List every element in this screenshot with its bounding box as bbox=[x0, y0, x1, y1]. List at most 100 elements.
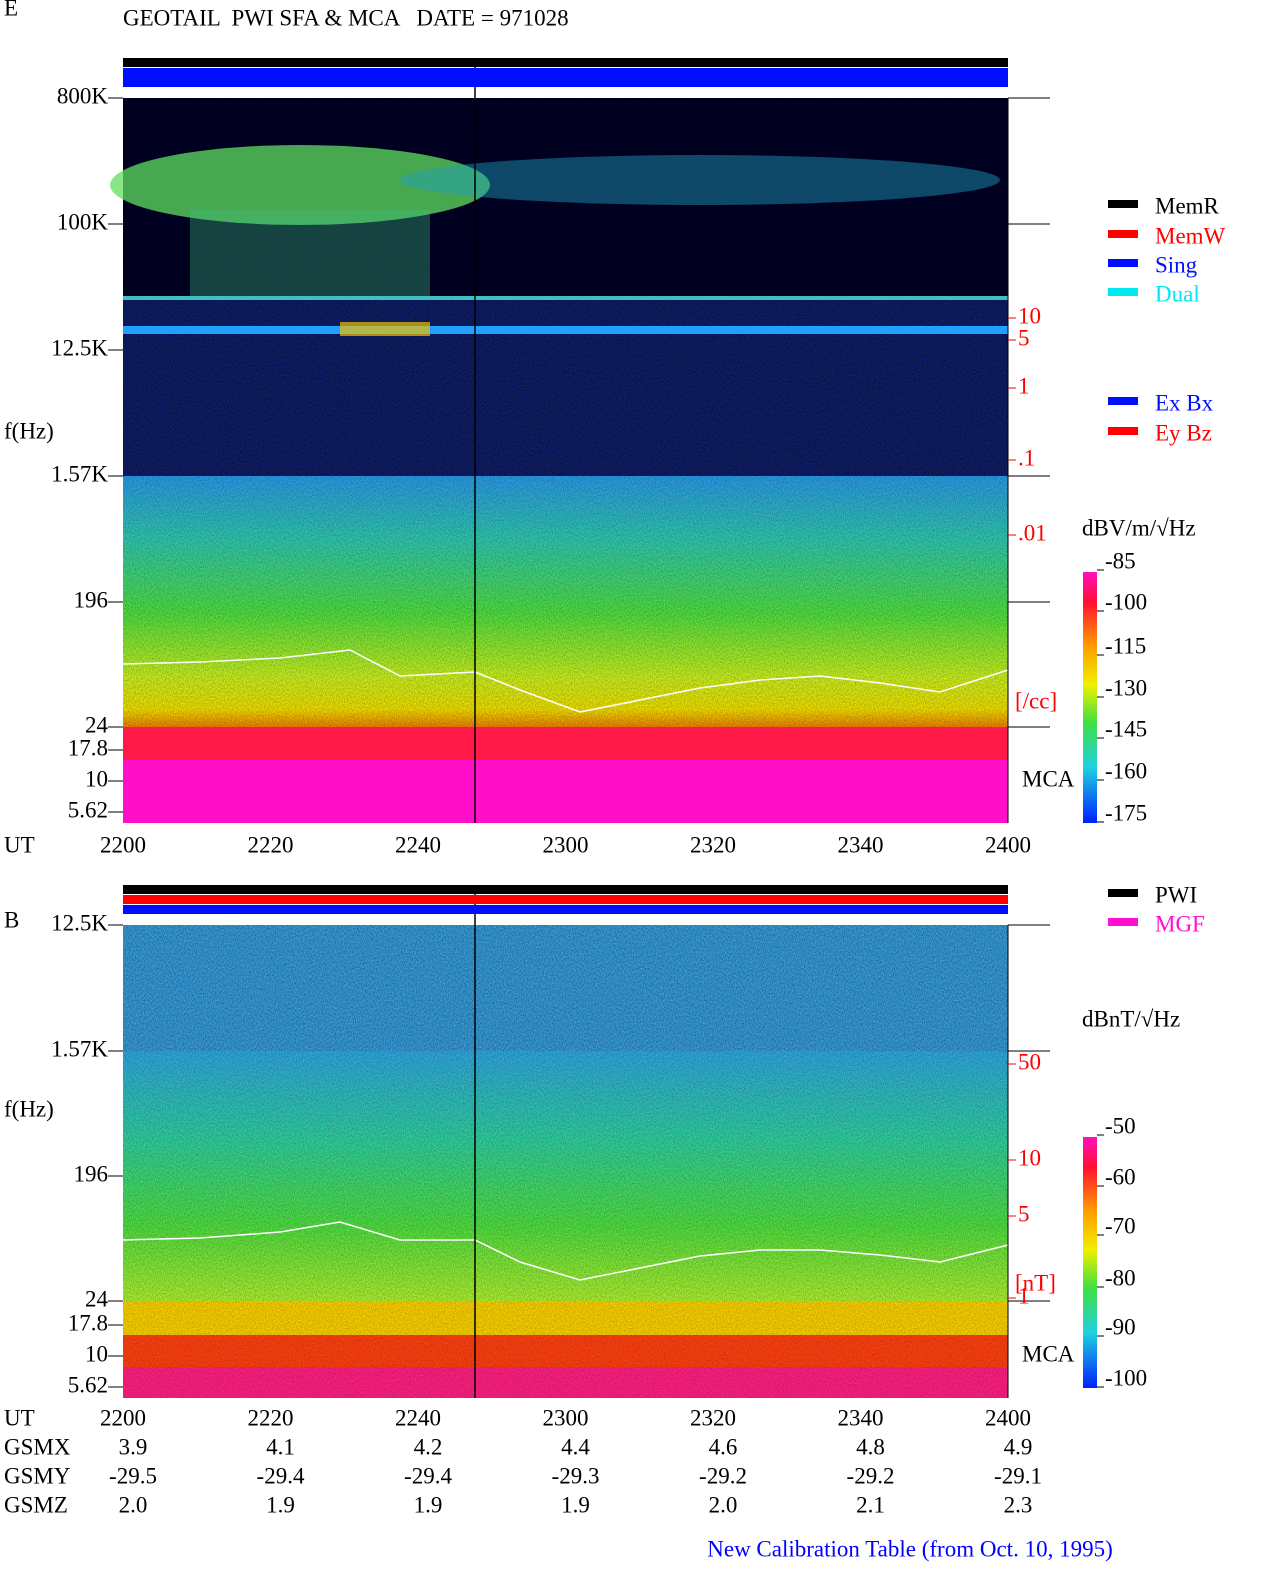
orbit-value: -29.4 bbox=[404, 1463, 452, 1488]
colorbar-tick-label: -80 bbox=[1105, 1265, 1136, 1290]
colorbar-tick-label: -145 bbox=[1105, 716, 1147, 741]
colorbar-e bbox=[1083, 572, 1097, 823]
time-tick-label: 2340 bbox=[838, 832, 884, 857]
orbit-value: 4.9 bbox=[1004, 1434, 1033, 1459]
freq-tick-label: 1.57K bbox=[51, 1036, 108, 1061]
right-tick-label: 5 bbox=[1018, 1201, 1030, 1226]
colorbar-tick-label: -90 bbox=[1105, 1314, 1136, 1339]
legend-label: Dual bbox=[1155, 281, 1200, 306]
legend-label: PWI bbox=[1155, 882, 1197, 907]
panel-label: E bbox=[4, 0, 18, 20]
time-tick-label: 2320 bbox=[690, 1405, 736, 1430]
orbit-value: -29.4 bbox=[257, 1463, 305, 1488]
freq-tick-label: 100K bbox=[57, 209, 109, 234]
colorbar-tick-label: -100 bbox=[1105, 1365, 1147, 1390]
orbit-value: 2.0 bbox=[709, 1492, 738, 1517]
time-tick-label: 2240 bbox=[395, 832, 441, 857]
orbit-value: 4.8 bbox=[856, 1434, 885, 1459]
freq-tick-label: 196 bbox=[74, 1161, 109, 1186]
time-tick-label: 2220 bbox=[248, 1405, 294, 1430]
freq-tick-label: 5.62 bbox=[68, 1372, 108, 1397]
orbit-value: 3.9 bbox=[119, 1434, 148, 1459]
orbit-value: -29.5 bbox=[109, 1463, 157, 1488]
legend-label: MemW bbox=[1155, 223, 1226, 248]
freq-tick-label: 12.5K bbox=[51, 335, 108, 360]
orbit-value: 1.9 bbox=[561, 1492, 590, 1517]
orbit-label: GSMZ bbox=[4, 1492, 68, 1517]
freq-tick-label: 17.8 bbox=[68, 735, 108, 760]
legend-swatch bbox=[1108, 200, 1138, 208]
orbit-label: GSMX bbox=[4, 1434, 71, 1459]
right-tick-label: 50 bbox=[1018, 1049, 1041, 1074]
colorbar-tick-label: -100 bbox=[1105, 589, 1147, 614]
freq-tick-label: 12.5K bbox=[51, 910, 108, 935]
spectrogram-e bbox=[110, 98, 1009, 823]
orbit-value: 4.1 bbox=[266, 1434, 295, 1459]
right-tick-label: .01 bbox=[1018, 520, 1047, 545]
legend-swatch bbox=[1108, 259, 1138, 267]
freq-tick-label: 24 bbox=[85, 1286, 109, 1311]
freq-tick-label: 10 bbox=[85, 766, 108, 791]
freq-tick-label: 10 bbox=[85, 1341, 108, 1366]
colorbar-tick-label: -115 bbox=[1105, 633, 1146, 658]
time-tick-label: 2300 bbox=[543, 832, 589, 857]
orbit-value: 4.4 bbox=[561, 1434, 590, 1459]
orbit-value: 1.9 bbox=[414, 1492, 443, 1517]
legend-swatch bbox=[1108, 288, 1138, 296]
colorbar-tick-label: -60 bbox=[1105, 1164, 1136, 1189]
colorbar-unit: dBV/m/√Hz bbox=[1082, 515, 1196, 540]
time-tick-label: 2400 bbox=[985, 1405, 1031, 1430]
right-tick-label: 10 bbox=[1018, 1145, 1041, 1170]
legend-label: Ey Bz bbox=[1155, 420, 1212, 445]
y-axis-label: f(Hz) bbox=[4, 1096, 54, 1121]
orbit-value: -29.3 bbox=[552, 1463, 600, 1488]
orbit-value: 2.0 bbox=[119, 1492, 148, 1517]
freq-tick-label: 17.8 bbox=[68, 1310, 108, 1335]
freq-tick-label: 24 bbox=[85, 712, 109, 737]
orbit-value: 4.6 bbox=[709, 1434, 738, 1459]
freq-tick-label: 196 bbox=[74, 587, 109, 612]
legend-swatch bbox=[1108, 918, 1138, 926]
colorbar-tick-label: -175 bbox=[1105, 800, 1147, 825]
mca-label: MCA bbox=[1022, 766, 1075, 791]
freq-tick-label: 800K bbox=[57, 83, 109, 108]
orbit-value: -29.1 bbox=[994, 1463, 1042, 1488]
freq-tick-label: 1.57K bbox=[51, 461, 108, 486]
x-axis-label: UT bbox=[4, 832, 35, 857]
colorbar-unit: dBnT/√Hz bbox=[1082, 1006, 1180, 1031]
orbit-value: 2.1 bbox=[856, 1492, 885, 1517]
colorbar-tick-label: -70 bbox=[1105, 1213, 1136, 1238]
time-tick-label: 2240 bbox=[395, 1405, 441, 1430]
colorbar-b bbox=[1083, 1137, 1097, 1388]
time-tick-label: 2320 bbox=[690, 832, 736, 857]
right-tick-label: 10 bbox=[1018, 303, 1041, 328]
legend-label: Ex Bx bbox=[1155, 390, 1214, 415]
legend-swatch bbox=[1108, 230, 1138, 238]
time-tick-label: 2300 bbox=[543, 1405, 589, 1430]
right-tick-label: 1 bbox=[1018, 1283, 1030, 1308]
orbit-value: -29.2 bbox=[847, 1463, 895, 1488]
time-tick-label: 2220 bbox=[248, 832, 294, 857]
mca-label: MCA bbox=[1022, 1341, 1075, 1366]
legend-label: Sing bbox=[1155, 252, 1198, 277]
footer-note: New Calibration Table (from Oct. 10, 199… bbox=[707, 1536, 1112, 1561]
legend-swatch bbox=[1108, 427, 1138, 435]
legend-label: MGF bbox=[1155, 911, 1205, 936]
colorbar-tick-label: -85 bbox=[1105, 548, 1136, 573]
status-bars bbox=[123, 58, 1008, 914]
right-tick-label: 5 bbox=[1018, 325, 1030, 350]
orbit-value: 4.2 bbox=[414, 1434, 443, 1459]
legend-label: MemR bbox=[1155, 193, 1220, 218]
orbit-value: -29.2 bbox=[699, 1463, 747, 1488]
right-unit: [/cc] bbox=[1015, 688, 1057, 713]
legend-swatch bbox=[1108, 397, 1138, 405]
time-tick-label: 2200 bbox=[100, 832, 146, 857]
orbit-label: GSMY bbox=[4, 1463, 71, 1488]
orbit-value: 2.3 bbox=[1004, 1492, 1033, 1517]
right-tick-label: .1 bbox=[1018, 445, 1035, 470]
spectrogram-b bbox=[122, 925, 1009, 1398]
time-tick-label: 2200 bbox=[100, 1405, 146, 1430]
panel-label: B bbox=[4, 907, 19, 932]
orbit-value: 1.9 bbox=[266, 1492, 295, 1517]
